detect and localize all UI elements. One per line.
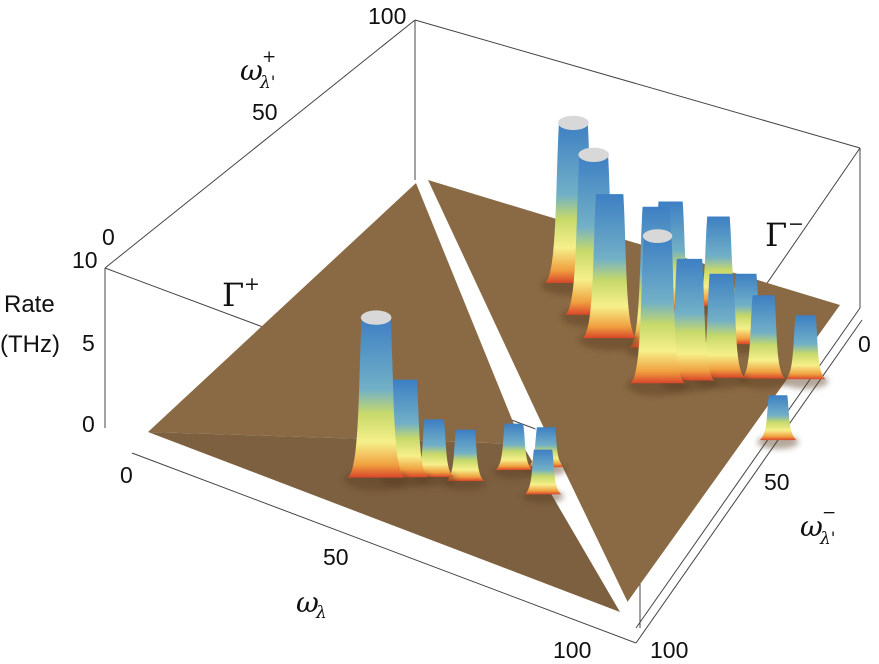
y-plus-tick-100: 100 — [368, 3, 406, 29]
x-axis-subscript: λ — [315, 603, 327, 623]
y-minus-tick-100: 100 — [650, 637, 688, 663]
gamma-minus-sup: − — [788, 213, 804, 235]
peak-mark — [495, 423, 533, 470]
x-tick-100: 100 — [553, 637, 591, 663]
z-tick-5: 5 — [82, 330, 95, 356]
z-axis: 10 5 0 0 Rate (THz) — [0, 224, 115, 437]
y-minus-tick-0: 0 — [858, 331, 871, 357]
gamma-minus-marks — [540, 115, 829, 450]
gamma-plus-sup: + — [244, 273, 260, 295]
y-plus-axis-symbol: ω — [240, 54, 263, 87]
gamma-minus-label: Γ — [765, 216, 787, 254]
peak-mark — [446, 429, 485, 481]
y-minus-axis-superscript: − — [822, 503, 836, 523]
clipped-peak-cap — [360, 310, 392, 325]
z-axis-label-line2: (THz) — [0, 331, 60, 358]
peak-mark — [414, 419, 454, 477]
y-plus-axis-subscript: λ' — [259, 73, 275, 93]
peak-mark — [697, 273, 746, 378]
base-plane-gamma-plus — [148, 183, 522, 444]
y-plus-axis-superscript: + — [262, 47, 276, 67]
y-plus-axis: 100 50 ω + λ' — [240, 3, 406, 125]
x-axis-symbol: ω — [296, 586, 319, 619]
diagonal-gap — [416, 178, 632, 614]
z-axis-label-line1: Rate — [4, 291, 55, 318]
z-back-tick-0: 0 — [102, 224, 115, 250]
peak-mark — [741, 295, 786, 379]
region-labels: Γ + Γ − — [222, 213, 804, 314]
peak-mark — [524, 449, 562, 495]
x-tick-50: 50 — [323, 544, 349, 570]
peak-mark — [759, 395, 797, 441]
y-minus-tick-50: 50 — [764, 469, 790, 495]
y-minus-axis: 0 50 100 ω − λ' — [650, 331, 871, 663]
peak-mark — [664, 258, 715, 381]
clipped-peak-cap — [578, 147, 609, 162]
y-minus-axis-symbol: ω — [800, 510, 823, 543]
y-minus-axis-subscript: λ' — [819, 529, 835, 549]
z-tick-0: 0 — [82, 411, 95, 437]
peak-mark — [582, 194, 638, 339]
z-tick-10: 10 — [72, 247, 98, 273]
x-axis: 0 50 100 ω λ — [120, 462, 591, 663]
peak-mark — [785, 315, 826, 380]
gamma-plus-label: Γ — [222, 276, 244, 314]
peak-mark — [629, 236, 686, 384]
x-tick-0: 0 — [120, 462, 133, 488]
clipped-peak-cap — [558, 115, 589, 131]
gamma-plus-marks — [343, 310, 567, 504]
clipped-peak-cap — [642, 229, 673, 244]
peak-mark — [347, 317, 405, 478]
y-plus-tick-50: 50 — [252, 99, 278, 125]
